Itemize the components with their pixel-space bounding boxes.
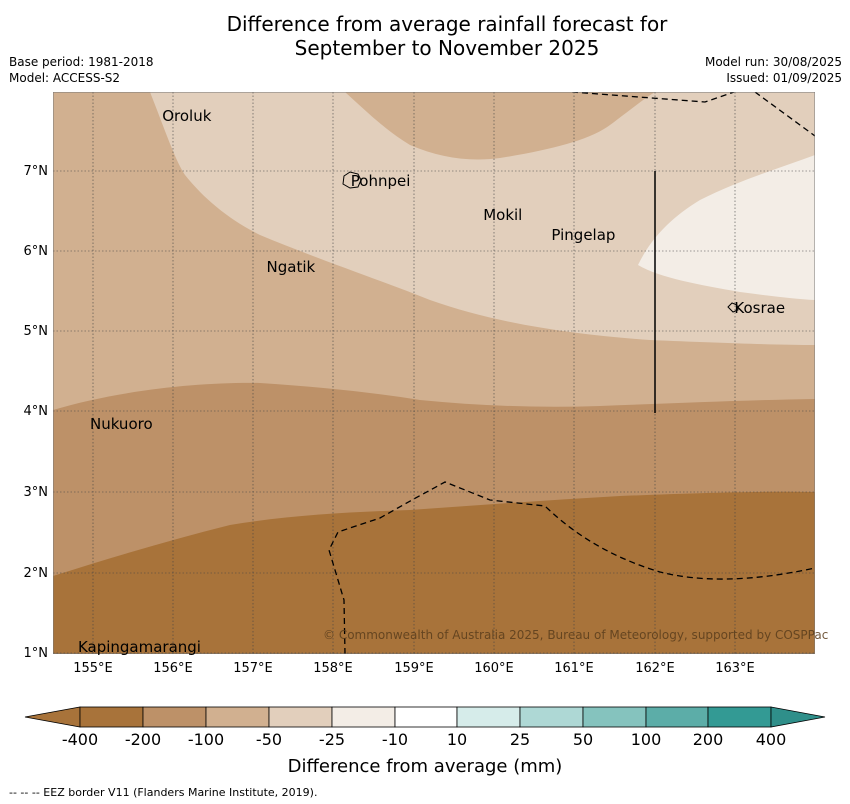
colorbar-tick-label: 100 [630, 730, 662, 749]
colorbar-tick-label: -200 [124, 730, 162, 749]
place-label-pingelap: Pingelap [551, 226, 616, 245]
colorbar [24, 706, 826, 728]
model-run: Model run: 30/08/2025 [704, 55, 842, 69]
lat-tick-label: 7°N [23, 164, 49, 179]
band-minus-100-north [345, 92, 655, 160]
lon-tick-label: 156°E [153, 661, 193, 676]
pohnpei-outline [342, 171, 362, 189]
copyright-notice: © Commonwealth of Australia 2025, Bureau… [323, 628, 829, 642]
lon-tick-label: 163°E [715, 661, 755, 676]
colorbar-segment [394, 706, 458, 728]
band-minus-50 [150, 92, 815, 345]
colorbar-low-extension [24, 706, 81, 728]
colorbar-tick-label: -10 [381, 730, 409, 749]
lat-tick-label: 3°N [23, 485, 49, 500]
colorbar-segment [456, 706, 521, 728]
issued-date: Issued: 01/09/2025 [726, 71, 842, 85]
map-title: Difference from average rainfall forecas… [0, 12, 850, 60]
colorbar-tick-label: 25 [509, 730, 531, 749]
colorbar-segment [519, 706, 584, 728]
lon-tick-label: 159°E [394, 661, 434, 676]
island-outlines [342, 171, 739, 313]
colorbar-segment [142, 706, 207, 728]
lon-tick-label: 155°E [73, 661, 113, 676]
lat-tick-label: 2°N [23, 566, 49, 581]
place-label-ngatik: Ngatik [266, 258, 316, 277]
place-label-nukuoro: Nukuoro [89, 414, 153, 433]
colorbar-segment [331, 706, 396, 728]
lon-tick-label: 157°E [233, 661, 273, 676]
band-minus-25 [638, 155, 815, 300]
place-label-mokil: Mokil [483, 206, 523, 225]
colorbar-segment [582, 706, 647, 728]
colorbar-tick-label: 10 [446, 730, 468, 749]
colorbar-segment [645, 706, 709, 728]
lat-tick-label: 4°N [23, 404, 49, 419]
colorbar-tick-label: -100 [187, 730, 225, 749]
colorbar-segment [205, 706, 270, 728]
model-name: Model: ACCESS-S2 [9, 71, 121, 85]
place-label-oroluk: Oroluk [162, 107, 212, 126]
lat-tick-label: 6°N [23, 244, 49, 259]
colorbar-tick-label: -50 [255, 730, 283, 749]
place-label-kapingamarangi: Kapingamarangi [77, 638, 201, 657]
lon-tick-label: 161°E [554, 661, 594, 676]
colorbar-high-extension [770, 706, 826, 728]
colorbar-tick-label: 50 [572, 730, 594, 749]
colorbar-tick-label: 200 [692, 730, 724, 749]
run-info: Model run: 30/08/2025 Issued: 01/09/2025 [705, 54, 842, 86]
colorbar-tick-label: 400 [755, 730, 787, 749]
lat-tick-label: 5°N [23, 324, 49, 339]
band-minus-400 [53, 491, 815, 654]
lon-tick-label: 158°E [313, 661, 353, 676]
eez-border [328, 92, 815, 654]
colorbar-tick-label: -25 [318, 730, 346, 749]
kosrae-outline [727, 302, 739, 313]
colorbar-segment [79, 706, 144, 728]
lat-tick-label: 1°N [23, 646, 49, 661]
colorbar-segment [707, 706, 772, 728]
colorbar-segment [268, 706, 333, 728]
colorbar-title: Difference from average (mm) [287, 756, 563, 777]
place-label-pohnpei: Pohnpei [350, 172, 411, 191]
lon-tick-label: 160°E [474, 661, 514, 676]
eez-legend-note: -- -- -- EEZ border V11 (Flanders Marine… [9, 786, 318, 799]
place-label-kosrae: Kosrae [734, 298, 786, 317]
colorbar-tick-label: -400 [61, 730, 99, 749]
rainfall-map [53, 92, 815, 654]
graticule [53, 92, 815, 654]
lon-tick-label: 162°E [635, 661, 675, 676]
model-info: Base period: 1981-2018 Model: ACCESS-S2 [9, 54, 154, 86]
base-period: Base period: 1981-2018 [9, 55, 154, 69]
title-line-2: September to November 2025 [294, 36, 600, 60]
title-line-1: Difference from average rainfall forecas… [226, 12, 668, 36]
